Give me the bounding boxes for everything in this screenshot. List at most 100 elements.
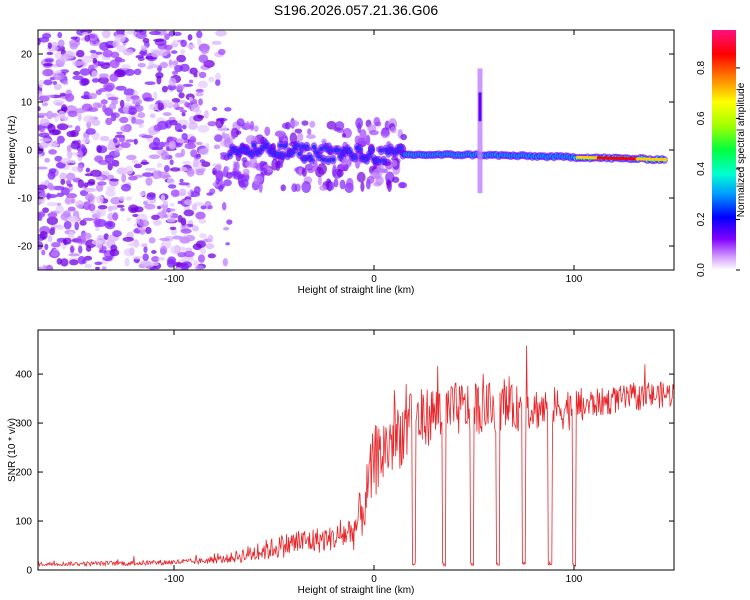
noise-blob — [159, 61, 169, 69]
signal-core — [283, 143, 288, 148]
noise-blob — [99, 135, 110, 142]
noise-blob — [111, 112, 120, 119]
noise-blob — [153, 124, 163, 131]
noise-blob — [68, 217, 76, 223]
transition-blob — [253, 125, 259, 132]
noise-blob — [170, 228, 178, 236]
noise-blob — [197, 254, 206, 263]
noise-blob — [52, 185, 65, 191]
noise-blob — [135, 105, 144, 112]
colorbar-ticks: 0.0 0.2 0.4 0.6 0.8 — [696, 61, 740, 277]
noise-blob — [176, 54, 187, 63]
noise-blob — [97, 181, 107, 186]
noise-blob — [180, 49, 186, 55]
noise-blob — [171, 50, 178, 54]
noise-blob — [57, 39, 65, 48]
noise-blob — [137, 227, 145, 231]
noise-blob — [193, 73, 198, 78]
noise-blob — [174, 123, 182, 132]
noise-blob — [169, 226, 177, 231]
noise-blob — [83, 115, 95, 123]
noise-blob — [190, 149, 198, 158]
noise-blob — [78, 150, 83, 157]
noise-blob — [163, 165, 170, 173]
noise-blob — [174, 261, 183, 267]
noise-blob — [197, 80, 208, 89]
noise-blob — [101, 30, 111, 39]
noise-blob — [171, 70, 179, 75]
noise-blob — [198, 54, 209, 63]
noise-blob — [151, 250, 157, 254]
signal-core — [249, 152, 254, 157]
noise-blob — [120, 207, 125, 212]
noise-blob — [102, 104, 107, 113]
noise-blob — [123, 88, 136, 96]
transition-blob — [317, 176, 323, 186]
noise-blob — [39, 138, 52, 142]
noise-blob — [161, 208, 168, 214]
transition-blob — [234, 161, 240, 171]
noise-blob — [189, 67, 198, 75]
noise-blob — [145, 177, 153, 186]
noise-blob — [175, 267, 182, 270]
noise-blob — [172, 60, 179, 66]
noise-blob — [42, 33, 52, 39]
noise-blob — [80, 78, 90, 86]
noise-blob — [70, 36, 78, 40]
x-tick-label: 0 — [371, 574, 377, 585]
transition-blob — [249, 120, 255, 131]
noise-blob — [142, 172, 154, 177]
y-tick-label: 400 — [15, 370, 32, 381]
noise-blob — [55, 161, 66, 169]
noise-blob — [99, 41, 110, 51]
noise-blob — [77, 255, 86, 265]
noise-blob — [125, 30, 137, 35]
noise-blob — [131, 159, 139, 164]
noise-blob — [101, 266, 107, 270]
noise-blob — [180, 39, 187, 48]
noise-blob — [174, 64, 184, 73]
noise-blob — [125, 196, 132, 201]
noise-blob — [182, 83, 194, 87]
noise-blob — [72, 60, 83, 67]
noise-blob — [42, 207, 49, 214]
noise-blob — [124, 165, 134, 175]
noise-blob — [125, 94, 132, 102]
colorbar-tick-label: 0.8 — [696, 61, 707, 75]
noise-blob — [122, 48, 134, 56]
noise-blob — [72, 75, 84, 81]
noise-blob — [59, 92, 67, 97]
transition-blob — [249, 157, 258, 169]
snr-panel: -100 0 100 0 100 200 300 400 Height of straight… — [7, 329, 675, 596]
noise-blob — [54, 115, 59, 122]
noise-blob — [137, 112, 146, 119]
noise-blob — [68, 253, 80, 257]
noise-blob — [134, 118, 145, 125]
noise-blob — [85, 167, 91, 173]
noise-blob — [196, 30, 203, 39]
transition-blob — [385, 171, 395, 184]
noise-blob — [62, 237, 72, 245]
noise-blob — [225, 242, 230, 246]
noise-blob — [90, 169, 102, 177]
transition-blob — [275, 160, 281, 172]
transition-blob — [264, 126, 271, 137]
noise-blob — [187, 34, 193, 41]
noise-blob — [109, 178, 119, 182]
transition-blob — [360, 181, 365, 192]
signal-core — [295, 143, 300, 148]
noise-blob — [168, 140, 176, 150]
noise-blob — [105, 189, 116, 197]
noise-blob — [198, 218, 207, 224]
noise-blob — [195, 168, 206, 173]
noise-blob — [116, 204, 125, 208]
noise-blob — [193, 114, 204, 122]
noise-blob — [99, 61, 105, 65]
noise-blob — [167, 84, 177, 91]
noise-blob — [193, 186, 201, 194]
noise-blob — [102, 256, 112, 262]
noise-blob — [196, 37, 202, 46]
noise-blob — [96, 145, 103, 153]
noise-blob — [91, 70, 98, 79]
